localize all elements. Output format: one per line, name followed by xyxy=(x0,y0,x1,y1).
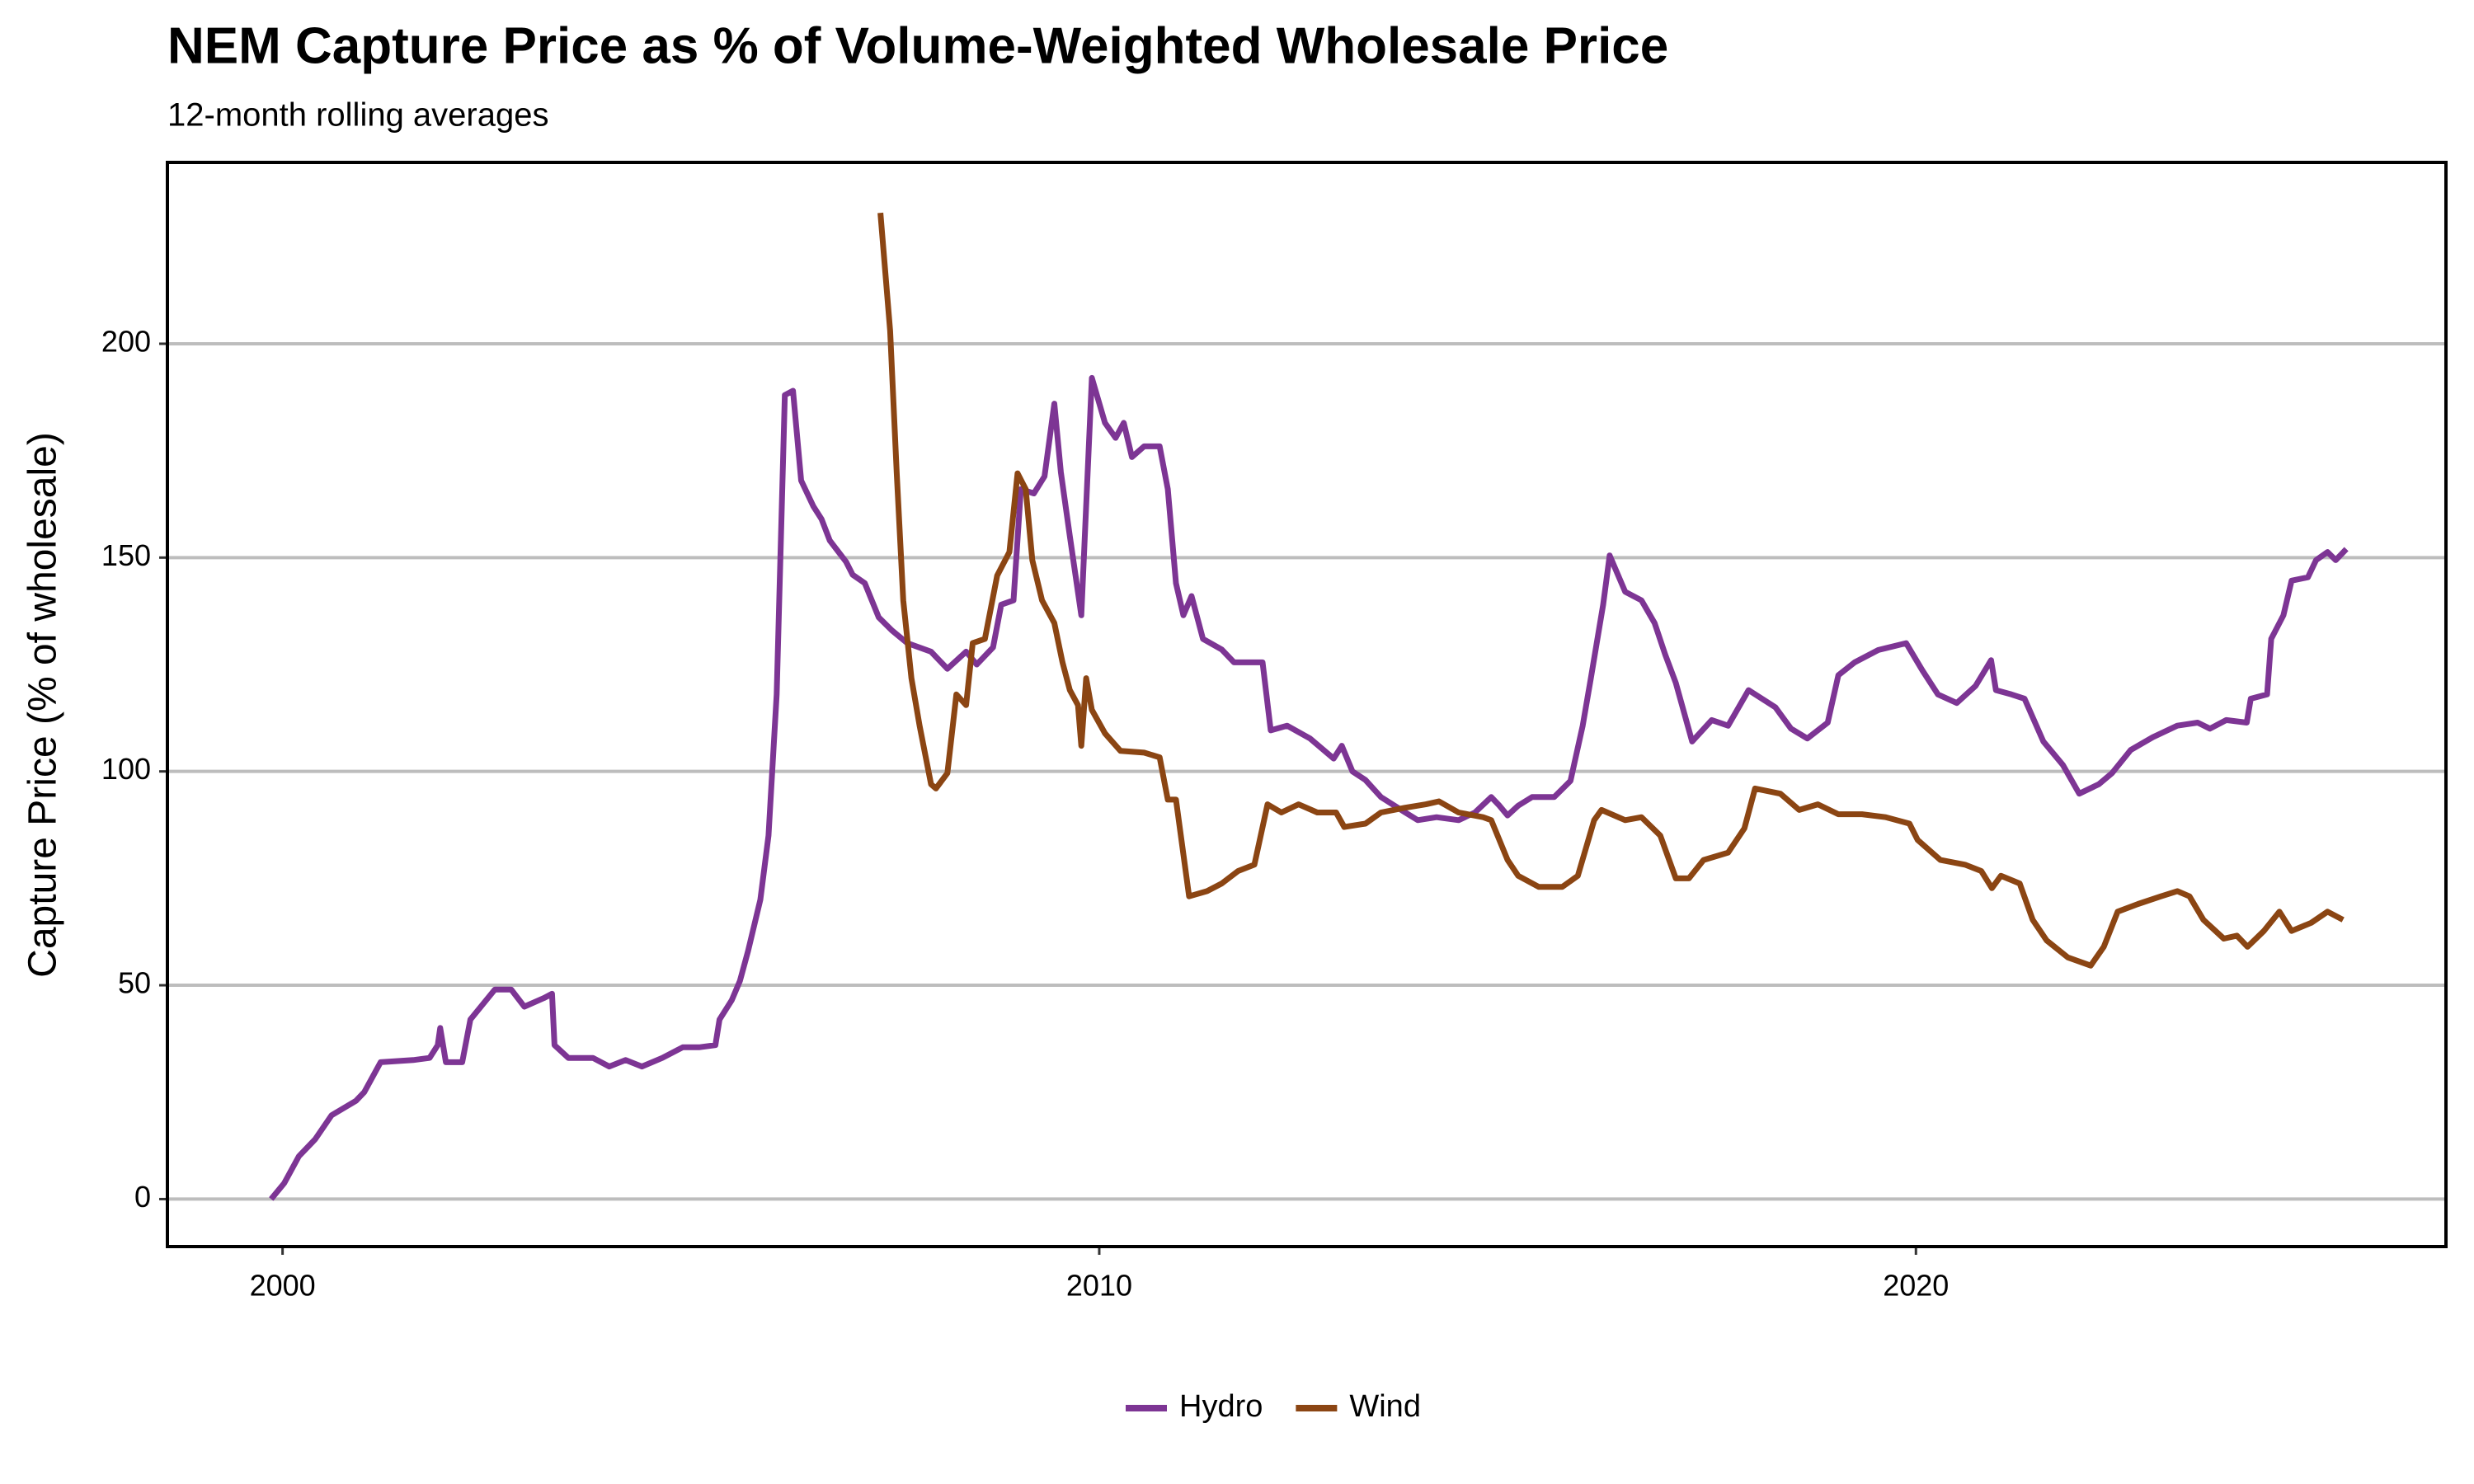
line xyxy=(269,374,2349,1201)
y-tick-label: 150 xyxy=(101,538,151,572)
x-tick-label: 2010 xyxy=(1066,1269,1132,1303)
line xyxy=(877,212,2345,969)
y-tick-label: 100 xyxy=(101,752,151,786)
y-tick-label: 50 xyxy=(118,966,151,1000)
chart-title: NEM Capture Price as % of Volume-Weighte… xyxy=(167,17,1668,74)
x-tick-label: 2020 xyxy=(1883,1269,1949,1303)
y-axis-label: Capture Price (% of wholesale) xyxy=(21,432,65,978)
y-tick-label: 200 xyxy=(101,324,151,358)
legend-label: Wind xyxy=(1349,1389,1421,1424)
chart-subtitle: 12-month rolling averages xyxy=(167,97,548,134)
legend-label: Hydro xyxy=(1179,1389,1263,1424)
y-tick-label: 0 xyxy=(134,1180,151,1214)
plot-border xyxy=(166,161,2448,1248)
x-tick-label: 2000 xyxy=(250,1269,316,1303)
